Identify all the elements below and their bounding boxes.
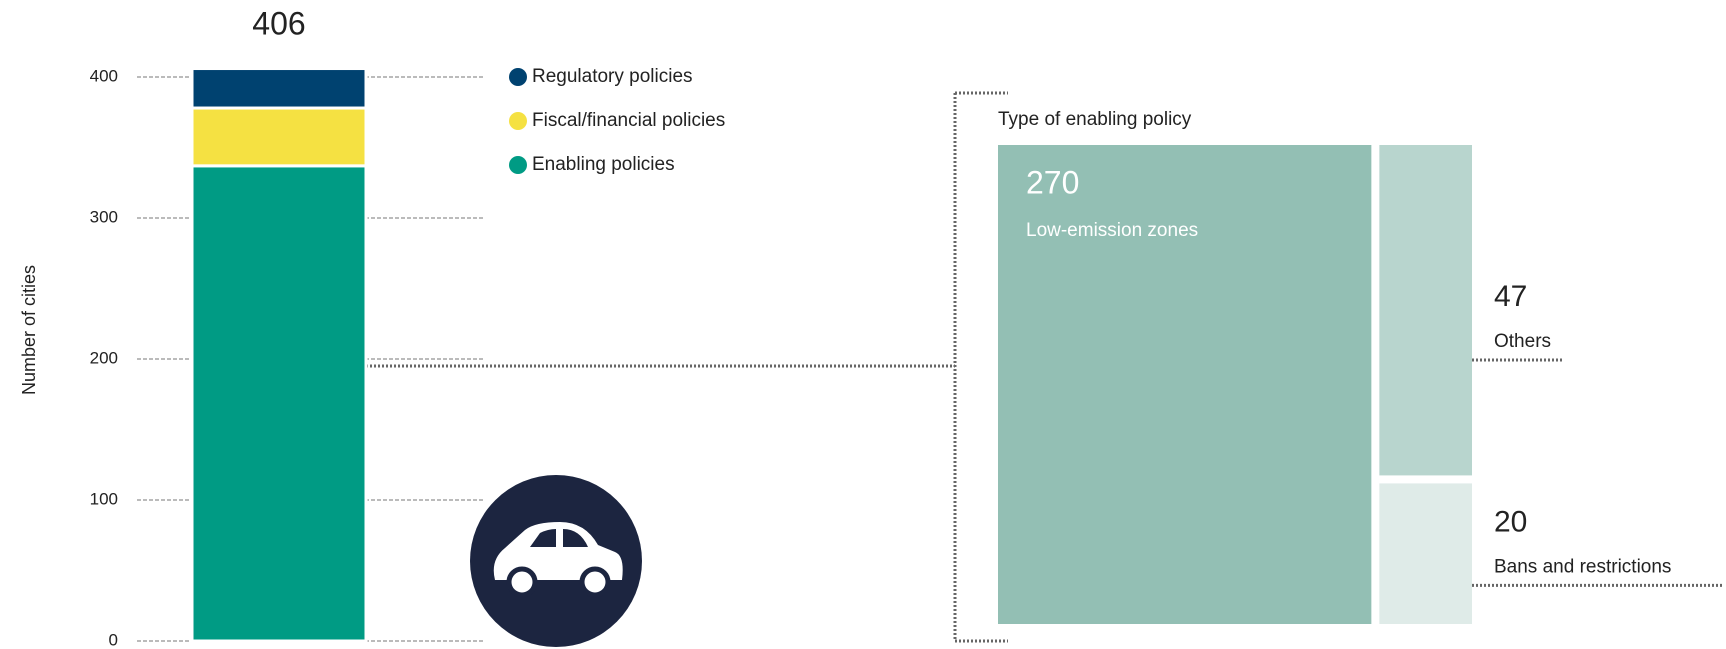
y-tick-label: 300 — [90, 207, 118, 226]
y-tick-label: 400 — [90, 66, 118, 85]
car-icon — [470, 475, 642, 647]
bar-segment — [190, 164, 368, 643]
treemap-title: Type of enabling policy — [998, 109, 1192, 130]
treemap-cell — [998, 145, 1372, 624]
treemap-cell — [1379, 145, 1472, 476]
y-tick-label: 200 — [90, 348, 118, 367]
connector — [366, 91, 1008, 643]
legend-label: Regulatory policies — [532, 66, 693, 87]
value-label: 47 — [1494, 280, 1527, 313]
value-label: 270 — [1026, 164, 1079, 200]
treemap-cell — [1379, 483, 1472, 624]
y-tick-label: 0 — [109, 630, 118, 649]
legend-swatch — [509, 68, 527, 86]
y-tick-label: 100 — [90, 489, 118, 508]
legend-swatch — [509, 112, 527, 130]
category-label: Others — [1494, 331, 1551, 352]
legend-label: Enabling policies — [532, 154, 675, 175]
legend-swatch — [509, 156, 527, 174]
bar-segment — [190, 106, 368, 168]
total-label: 406 — [252, 5, 305, 41]
value-label: 20 — [1494, 505, 1527, 538]
y-axis-label: Number of cities — [19, 265, 39, 395]
bar-segment — [190, 67, 368, 110]
category-label: Low-emission zones — [1026, 220, 1198, 241]
category-label: Bans and restrictions — [1494, 556, 1671, 577]
legend-label: Fiscal/financial policies — [532, 110, 725, 131]
